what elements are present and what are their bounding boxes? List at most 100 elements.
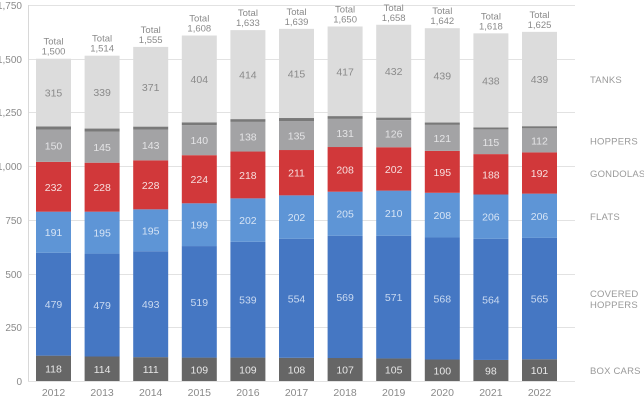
bar-segment-gondolas <box>473 154 509 195</box>
bar-segment-hoppers <box>36 129 71 162</box>
bar-segment-other <box>473 127 509 130</box>
bar-segment-hoppers <box>181 125 217 156</box>
data-label: 145 <box>93 142 111 154</box>
total-label-value: 1,633 <box>236 18 260 29</box>
y-tick-label: 0 <box>16 377 22 388</box>
bar-segment-box-cars <box>279 357 314 381</box>
bar-segment-hoppers <box>424 124 460 151</box>
bar-segment-box-cars <box>327 358 363 381</box>
data-label: 150 <box>45 141 63 153</box>
data-label: 118 <box>45 363 62 375</box>
bar-segment-other <box>279 118 314 122</box>
x-axis: 2012 2013 2014 2015 2016 2017 2018 2019 2020 2021… <box>42 387 552 399</box>
bar-segment-box-cars <box>181 357 217 381</box>
bar-segment-box-cars <box>522 359 557 381</box>
data-label: 202 <box>385 164 403 176</box>
data-label: 111 <box>143 364 159 376</box>
bar-segment-covered-hoppers <box>181 246 217 358</box>
legend-label: HOPPERS <box>590 136 638 147</box>
y-tick-label: 500 <box>5 270 22 281</box>
bar-segment-hoppers <box>230 121 266 152</box>
bar-segment-flats <box>181 203 217 247</box>
total-label-prefix: Total <box>432 6 452 17</box>
data-label: 218 <box>239 170 257 182</box>
data-label: 109 <box>191 364 209 376</box>
bar-segment-covered-hoppers <box>84 253 120 357</box>
data-label: 228 <box>142 180 160 192</box>
legend-label: HOPPERS <box>590 300 638 311</box>
bar-segment-hoppers <box>84 131 120 163</box>
bar-segment-flats <box>327 191 363 236</box>
legend: TANKSHOPPERSGONDOLASFLATSCOVEREDHOPPERSB… <box>590 75 644 377</box>
bar-segment-flats <box>376 190 412 236</box>
bar-segment-gondolas <box>133 160 169 210</box>
data-label: 519 <box>191 297 209 309</box>
data-label: 140 <box>191 135 209 147</box>
data-label: 569 <box>336 292 354 304</box>
total-label-prefix: Total <box>141 25 161 36</box>
data-label: 417 <box>336 66 354 78</box>
bar-segment-other <box>133 126 169 130</box>
data-label: 202 <box>288 212 306 224</box>
data-label: 188 <box>482 169 500 181</box>
data-label: 109 <box>239 364 257 376</box>
bar-segment-flats <box>230 198 266 242</box>
data-label: 539 <box>239 295 257 307</box>
x-tick-label: 2021 <box>479 387 503 399</box>
data-label: 195 <box>434 167 452 179</box>
bar-segment-tanks <box>473 33 509 128</box>
bar-segment-flats <box>279 195 314 239</box>
bar-segment-tanks <box>133 46 169 127</box>
data-label: 138 <box>239 132 257 144</box>
data-label: 439 <box>434 70 452 82</box>
total-label-prefix: Total <box>335 4 355 15</box>
data-label: 439 <box>531 74 549 86</box>
data-label: 131 <box>336 128 354 140</box>
bar-segment-covered-hoppers <box>279 238 314 358</box>
bar-segment-gondolas <box>279 150 314 196</box>
x-tick-label: 2016 <box>236 387 260 399</box>
data-label: 479 <box>93 300 111 312</box>
data-label: 114 <box>94 364 111 376</box>
data-label: 371 <box>142 82 160 94</box>
data-label: 105 <box>385 365 403 377</box>
total-label-prefix: Total <box>92 34 112 45</box>
bar-segment-covered-hoppers <box>473 238 509 360</box>
data-label: 121 <box>434 133 452 145</box>
total-label-value: 1,658 <box>382 13 406 24</box>
data-label: 571 <box>385 292 403 304</box>
total-label-value: 1,555 <box>139 35 163 46</box>
bar-segment-other <box>230 119 266 122</box>
total-label-value: 1,608 <box>187 24 211 35</box>
data-label: 195 <box>142 225 160 237</box>
bar-segment-tanks <box>376 24 412 118</box>
bar-segment-covered-hoppers <box>376 235 412 359</box>
total-label-value: 1,625 <box>528 20 552 31</box>
total-label-prefix: Total <box>43 37 63 48</box>
x-tick-label: 2019 <box>382 387 406 399</box>
data-label: 224 <box>191 174 209 186</box>
total-label-value: 1,650 <box>333 14 357 25</box>
legend-label: TANKS <box>590 75 622 86</box>
data-label: 211 <box>288 168 305 180</box>
y-tick-label: 250 <box>5 323 22 334</box>
bar-segment-gondolas <box>424 150 460 193</box>
bar-segment-flats <box>133 209 169 252</box>
bar-segment-covered-hoppers <box>522 237 557 360</box>
data-label: 554 <box>288 293 306 305</box>
data-label: 199 <box>191 220 209 232</box>
bar-segment-hoppers <box>376 120 412 148</box>
bar-segment-box-cars <box>376 358 412 381</box>
bar-segment-other <box>424 122 460 125</box>
bar-segment-gondolas <box>327 147 363 192</box>
data-label: 568 <box>434 293 452 305</box>
bar-segment-tanks <box>181 35 217 123</box>
bar-segment-other <box>376 117 412 121</box>
total-label-value: 1,639 <box>285 17 309 28</box>
data-label: 208 <box>434 210 452 222</box>
total-label-prefix: Total <box>286 7 306 18</box>
